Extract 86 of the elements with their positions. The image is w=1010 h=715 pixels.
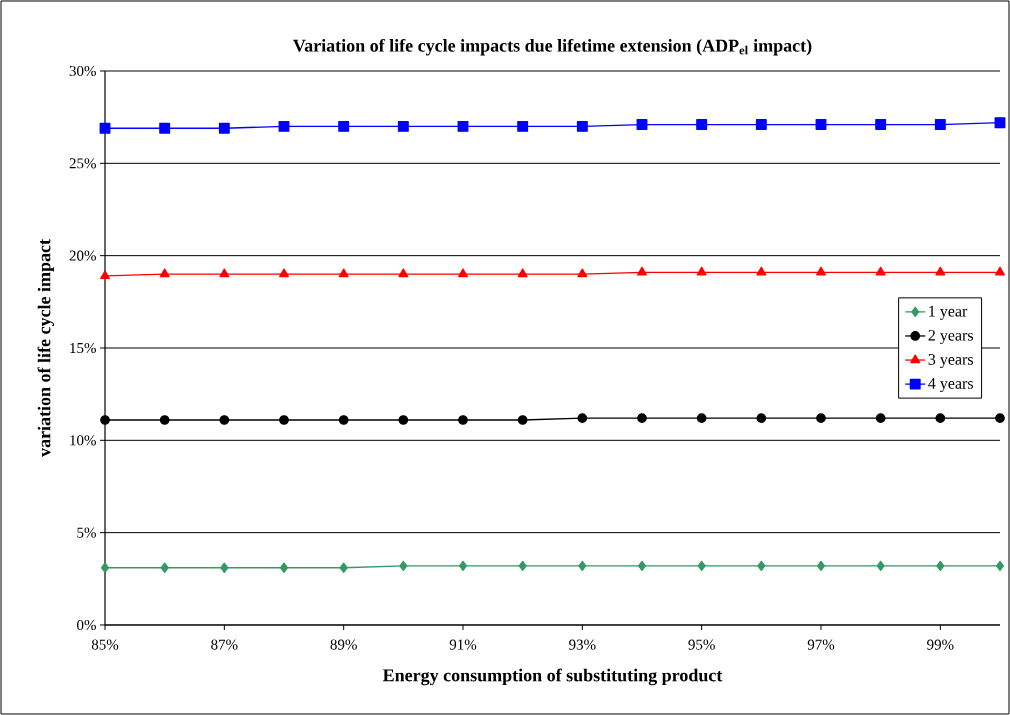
y-tick-label: 5%: [77, 527, 96, 538]
point: [279, 415, 289, 425]
point: [517, 268, 528, 278]
point: [875, 119, 887, 130]
point: [100, 415, 110, 425]
point: [279, 268, 289, 278]
y-tick-label: 0%: [77, 619, 96, 631]
point: [218, 122, 230, 134]
point: [517, 415, 528, 425]
point: [279, 562, 289, 573]
point: [816, 413, 826, 424]
point: [637, 560, 647, 572]
point: [934, 119, 946, 130]
point: [339, 562, 348, 573]
point: [458, 560, 468, 572]
point: [696, 266, 707, 276]
point: [458, 268, 468, 278]
point: [398, 268, 409, 278]
point: [278, 120, 290, 132]
point: [637, 413, 647, 424]
point: [219, 415, 230, 425]
x-tick-label: 99%: [927, 639, 954, 650]
legend-label: 1 year: [929, 305, 968, 320]
point: [816, 266, 826, 276]
point: [995, 266, 1005, 276]
y-tick-label: 20%: [69, 250, 96, 261]
point: [756, 266, 767, 276]
y-tick-label: 30%: [69, 65, 96, 77]
point: [816, 560, 826, 572]
point: [875, 413, 886, 424]
y-axis-title: variation of life cycle impact: [37, 239, 55, 457]
point: [159, 268, 170, 278]
point: [100, 270, 110, 280]
y-tick-label: 25%: [69, 158, 96, 169]
legend-label: 4 years: [928, 378, 973, 393]
point: [518, 560, 527, 572]
point: [159, 415, 170, 425]
point: [637, 266, 647, 276]
point: [696, 413, 707, 424]
x-tick-label: 97%: [807, 639, 835, 650]
point: [458, 415, 468, 425]
x-tick-label: 93%: [569, 639, 596, 650]
point: [636, 119, 648, 130]
point: [576, 120, 588, 132]
point: [994, 117, 1006, 129]
point: [757, 560, 766, 572]
y-tick-label: 15%: [70, 342, 96, 354]
point: [696, 119, 708, 130]
x-axis-title: Energy consumption of substituting product: [382, 668, 723, 686]
legend-label: 2 years: [928, 329, 973, 344]
point: [815, 119, 827, 130]
point: [875, 266, 886, 276]
y-tick-label: 10%: [70, 435, 96, 446]
x-tick-label: 85%: [91, 639, 119, 650]
point: [160, 562, 169, 573]
point: [220, 562, 229, 573]
point: [338, 268, 349, 278]
x-tick-label: 95%: [688, 639, 715, 650]
point: [876, 560, 885, 572]
point: [398, 415, 409, 425]
x-tick-label: 91%: [449, 639, 477, 650]
point: [100, 562, 110, 573]
point: [697, 560, 706, 572]
point: [577, 413, 588, 424]
point: [159, 122, 171, 134]
legend-label: 3 years: [928, 354, 973, 369]
point: [99, 122, 111, 134]
point: [935, 266, 946, 276]
point: [457, 120, 469, 132]
point: [935, 413, 946, 424]
point: [399, 560, 408, 572]
point: [578, 560, 587, 572]
x-tick-label: 87%: [211, 639, 238, 650]
point: [577, 268, 588, 278]
point: [936, 560, 945, 572]
point: [517, 120, 529, 132]
point: [397, 120, 409, 132]
x-tick-label: 89%: [330, 639, 357, 650]
point: [338, 120, 350, 132]
point: [756, 413, 767, 424]
point: [338, 415, 349, 425]
chart-title: Variation of life cycle impacts due lifetime extension (ADP$_{el}$ impact): [293, 38, 812, 56]
point: [755, 119, 767, 130]
point: [995, 413, 1005, 424]
point: [995, 560, 1005, 572]
point: [219, 268, 230, 278]
